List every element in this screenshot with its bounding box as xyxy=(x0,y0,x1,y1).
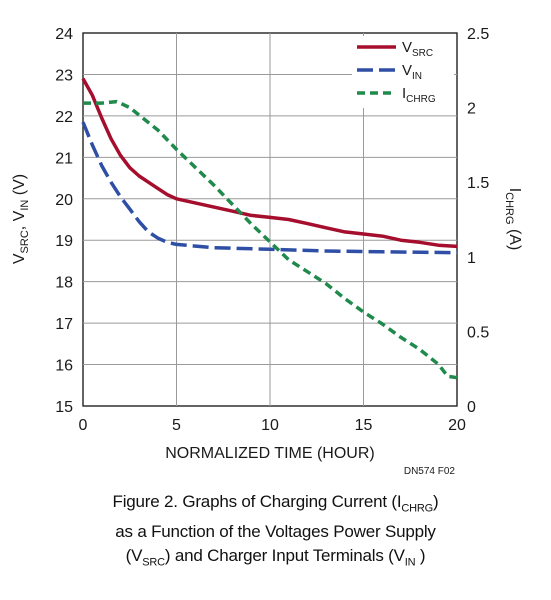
series-line-v-src xyxy=(81,77,458,249)
left-y-tick-label: 19 xyxy=(55,233,73,250)
x-tick-label: 10 xyxy=(261,417,279,434)
left-y-tick-label: 17 xyxy=(55,316,73,333)
x-tick-label: 5 xyxy=(172,417,181,434)
x-tick-label: 0 xyxy=(79,417,88,434)
left-y-tick-label: 21 xyxy=(55,150,73,167)
right-y-axis-title: ICHRG (A) xyxy=(503,188,523,251)
left-y-tick-label: 20 xyxy=(55,192,73,209)
series-line-i-chrg xyxy=(83,99,458,380)
caption-line-1: Figure 2. Graphs of Charging Current (IC… xyxy=(112,492,439,515)
right-y-tick-label: 1.5 xyxy=(467,175,489,192)
right-y-tick-label: 0.5 xyxy=(467,324,489,341)
legend-ichrg-label: ICHRG xyxy=(402,85,436,105)
right-y-tick-label: 1 xyxy=(467,250,476,267)
series-lines xyxy=(81,77,458,380)
left-y-tick-label: 15 xyxy=(55,399,73,416)
right-y-tick-label: 2 xyxy=(467,101,476,118)
caption-line-3: (VSRC) and Charger Input Terminals (VIN … xyxy=(125,546,426,569)
charging-chart: 15 16 17 18 19 20 21 22 23 24 0 0.5 1 1.5 2 2.5 0 5 10 15… xyxy=(11,26,523,477)
left-y-tick-label: 24 xyxy=(55,26,73,43)
caption-line-2: as a Function of the Voltages Power Supp… xyxy=(115,522,436,542)
series-line-v-in xyxy=(81,121,458,255)
x-tick-label: 15 xyxy=(355,417,373,434)
left-y-tick-label: 23 xyxy=(55,67,73,84)
legend-vsrc-label: VSRC xyxy=(402,39,433,59)
x-tick-label: 20 xyxy=(448,417,466,434)
grid-lines xyxy=(83,33,457,406)
right-y-tick-label: 0 xyxy=(467,399,476,416)
left-y-tick-labels: 15 16 17 18 19 20 21 22 23 24 xyxy=(55,26,73,416)
x-axis-title: NORMALIZED TIME (HOUR) xyxy=(165,445,374,462)
left-y-tick-label: 16 xyxy=(55,358,73,375)
left-y-tick-label: 18 xyxy=(55,275,73,292)
left-y-tick-label: 22 xyxy=(55,109,73,126)
figure-caption: Figure 2. Graphs of Charging Current (IC… xyxy=(0,490,551,575)
figure-code: DN574 F02 xyxy=(404,466,456,477)
right-y-tick-labels: 0 0.5 1 1.5 2 2.5 xyxy=(467,26,489,416)
left-y-axis-title: VSRC, VIN (V) xyxy=(11,174,31,264)
x-tick-labels: 0 5 10 15 20 xyxy=(79,417,466,434)
right-y-tick-label: 2.5 xyxy=(467,26,489,43)
legend-vin-label: VIN xyxy=(402,62,422,82)
legend: VSRC VIN ICHRG xyxy=(352,36,454,108)
